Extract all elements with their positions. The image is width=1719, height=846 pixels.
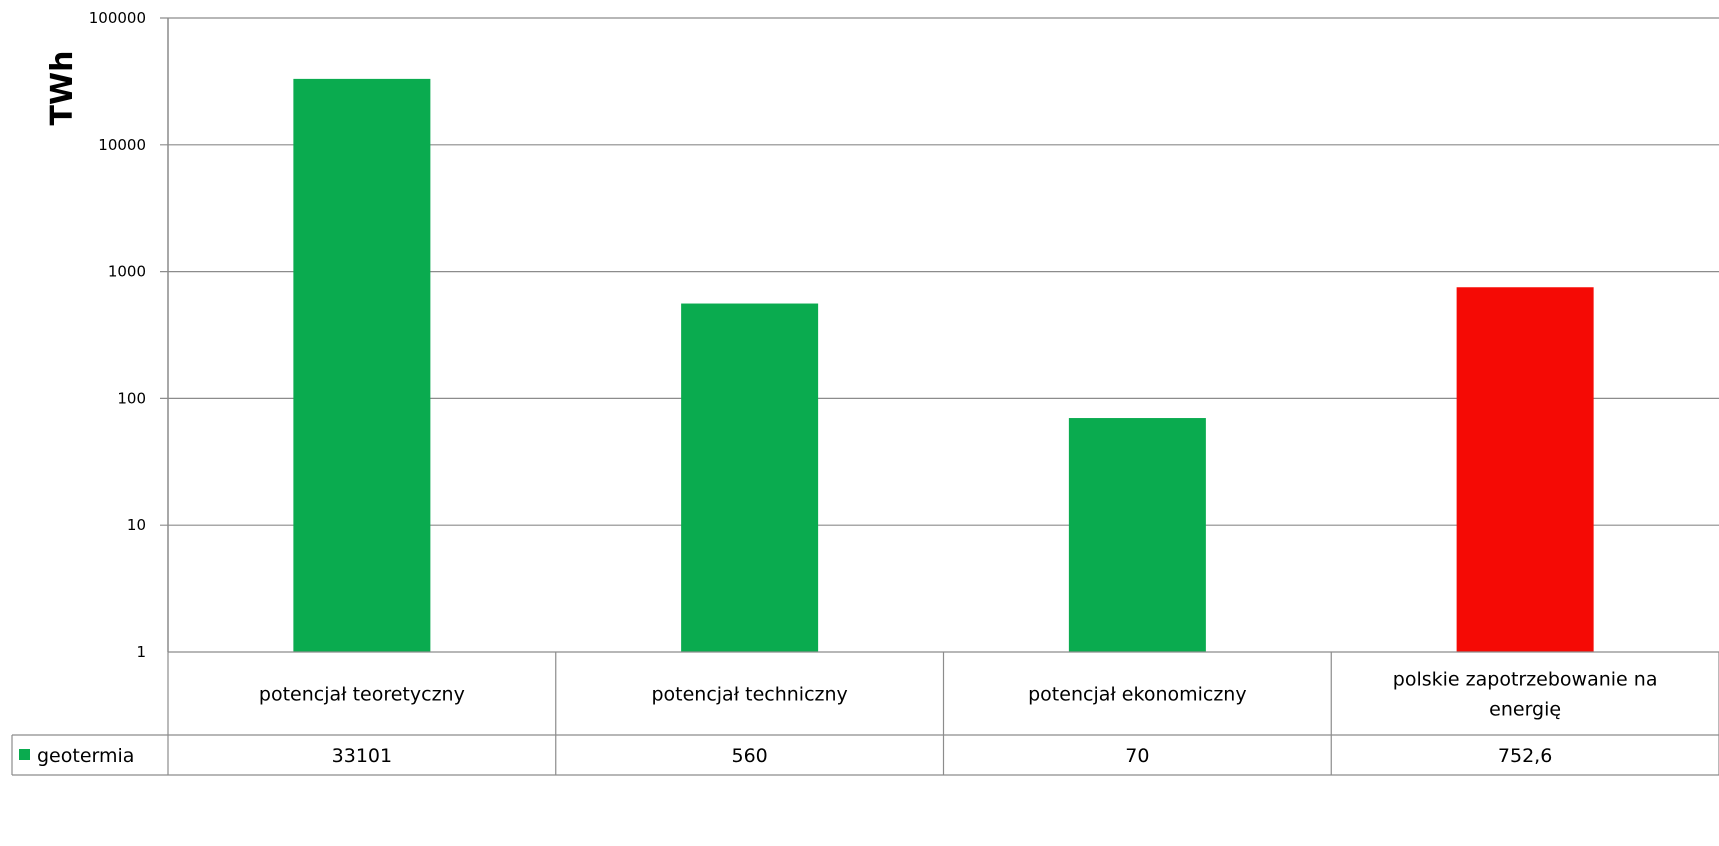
y-tick-label: 1000 [108,263,146,281]
category-label: potencjał techniczny [651,684,847,706]
category-label: polskie zapotrzebowanie na [1393,669,1658,691]
y-tick-label: 1 [136,643,146,661]
category-label: energię [1489,699,1561,721]
value-label: 560 [731,745,767,767]
bar [1068,418,1206,652]
bar [293,78,431,652]
category-label: potencjał teoretyczny [259,684,465,706]
y-tick-labels: 1 10 100 1000 10000 100000 [89,9,146,661]
legend-key [19,749,30,760]
value-label: 70 [1125,745,1149,767]
data-table: potencjał teoretyczny potencjał techniczn… [11,651,1719,776]
y-tick-label: 10 [127,516,146,534]
value-label: 752,6 [1498,745,1552,767]
y-tick-label: 10000 [98,136,146,154]
bar [1456,287,1594,652]
y-tick-label: 100000 [89,9,146,27]
y-tick-label: 100 [117,389,146,407]
bar [681,303,819,652]
value-label: 33101 [332,745,392,767]
bars [293,78,1594,652]
legend-label: geotermia [37,745,134,767]
category-label: potencjał ekonomiczny [1028,684,1246,706]
y-axis-label: TWh [45,51,80,126]
